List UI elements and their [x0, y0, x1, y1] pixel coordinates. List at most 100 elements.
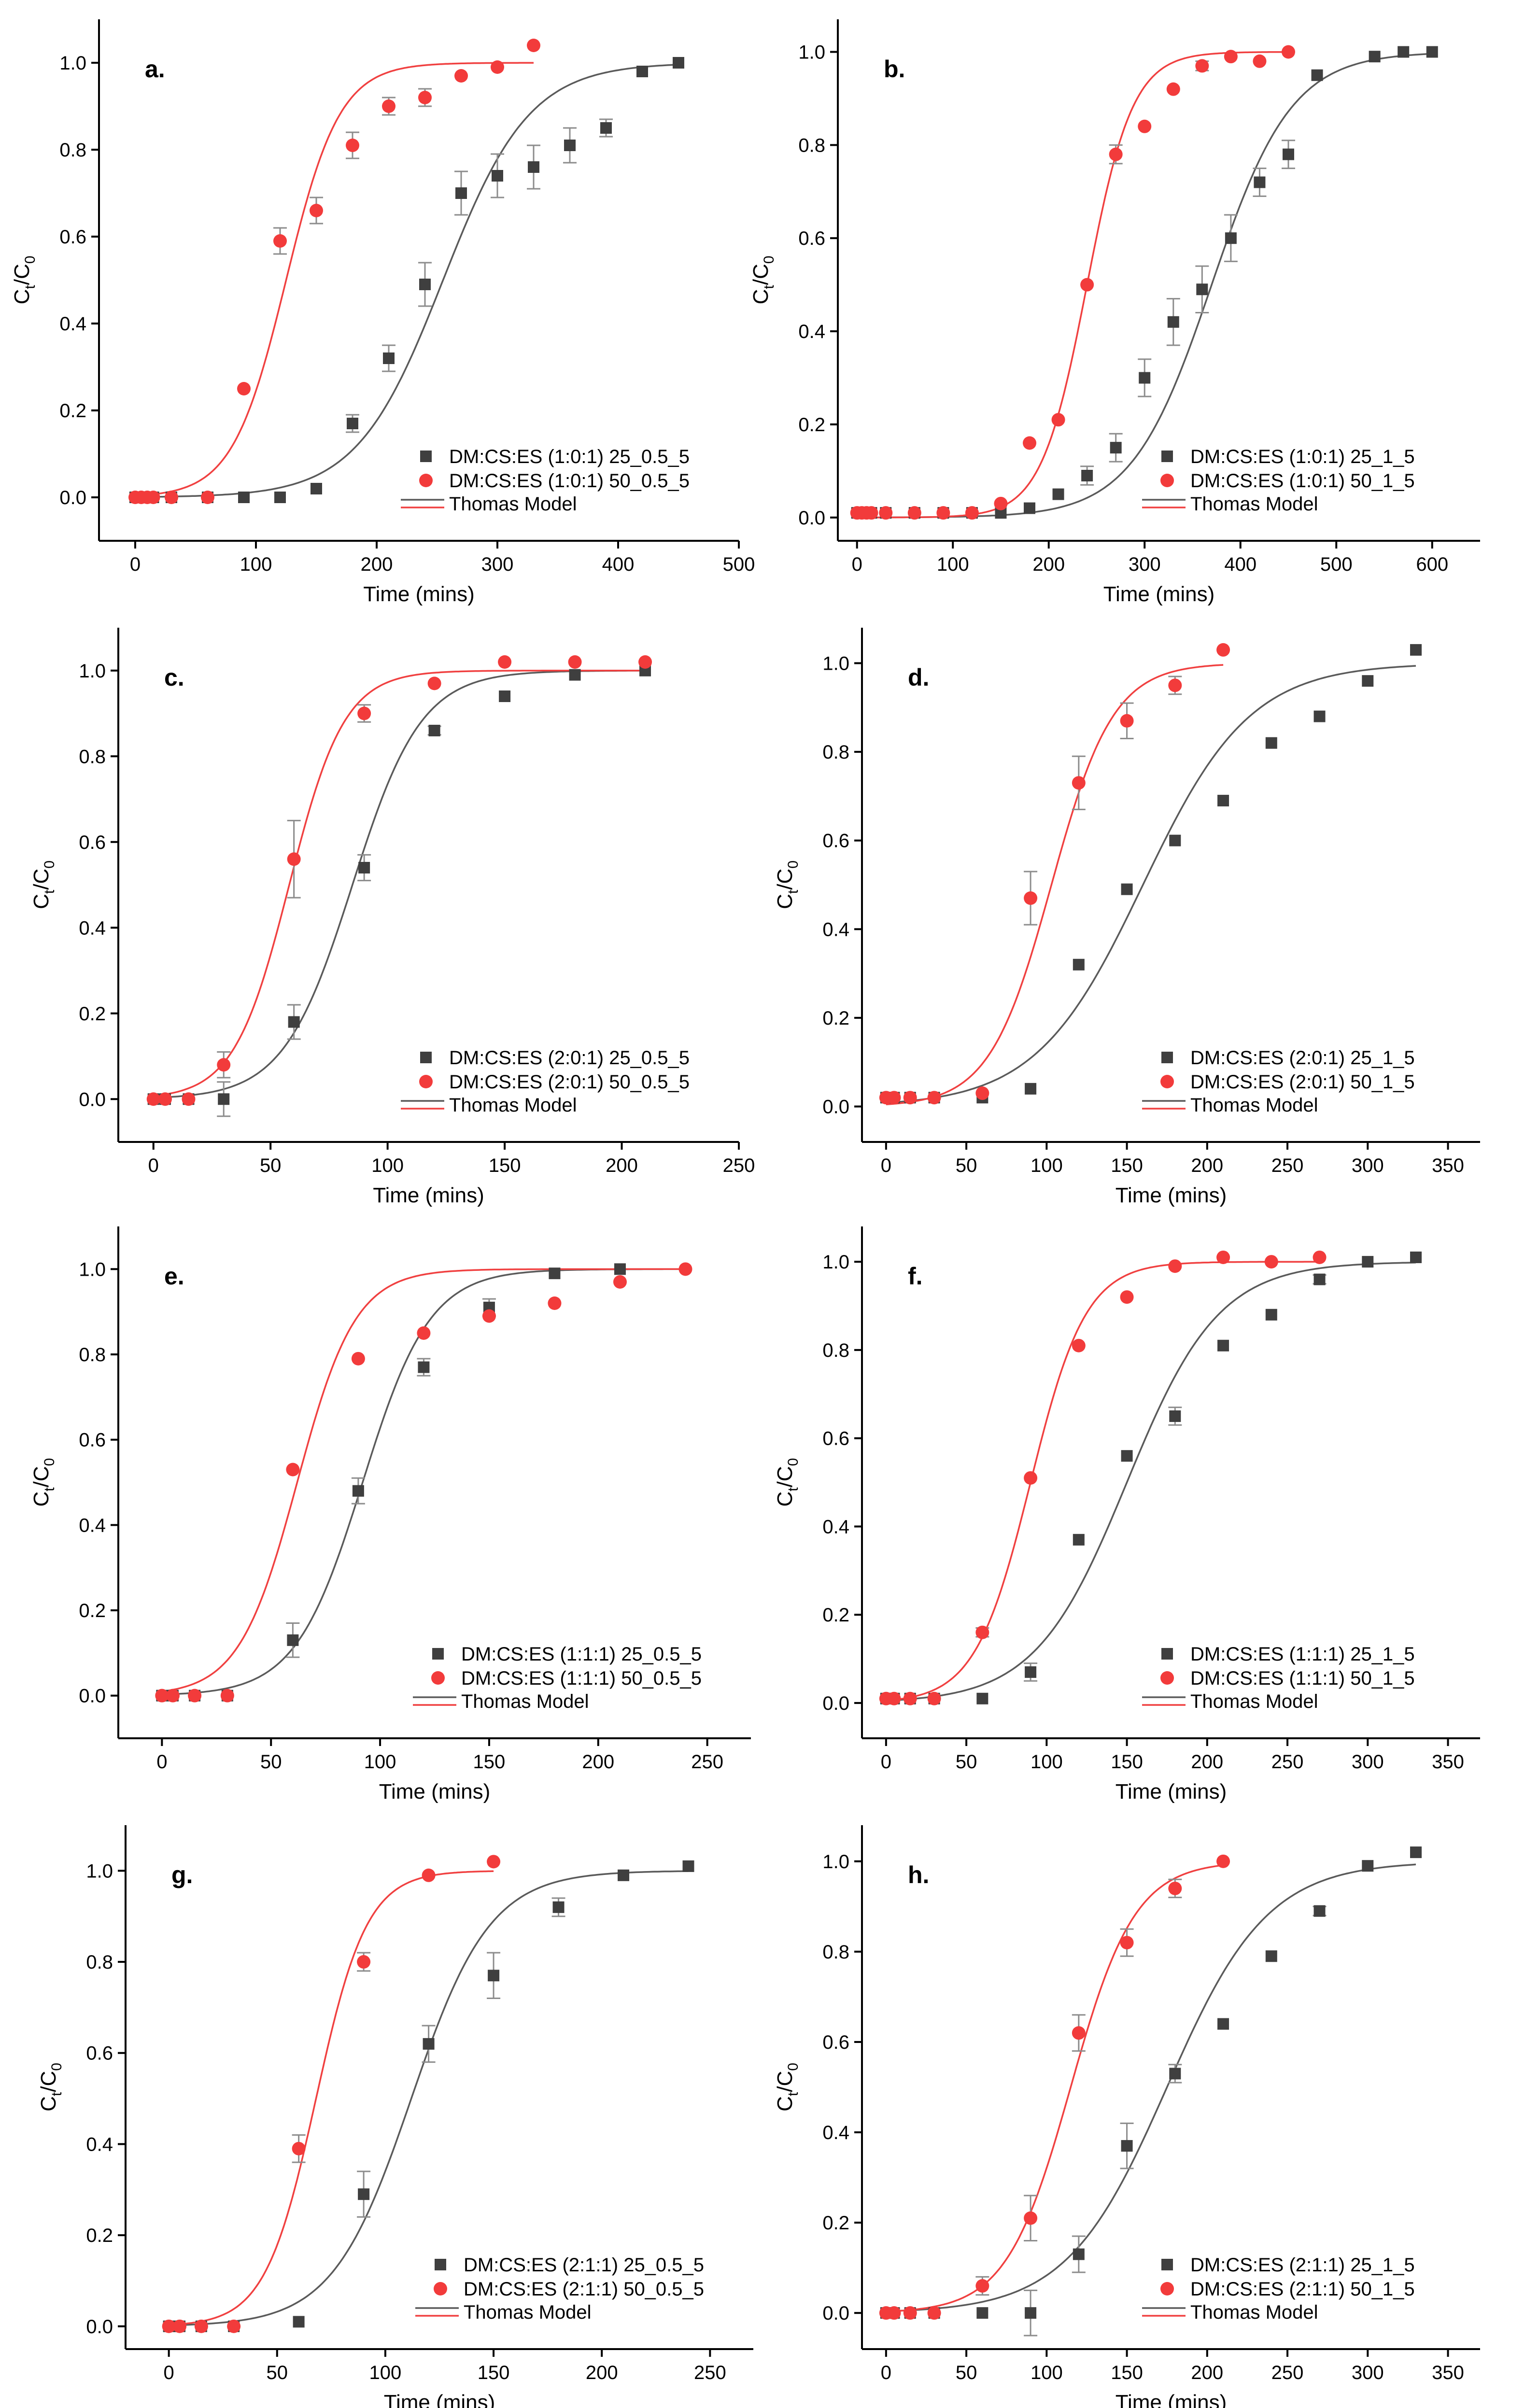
legend-entry-1: DM:CS:ES (2:0:1) 25_1_5: [1190, 1047, 1415, 1069]
y-tick-label: 0.4: [86, 2134, 113, 2155]
y-tick-label: 0.6: [79, 832, 106, 853]
y-title-mid: /C: [773, 869, 797, 890]
y-title-subscript-0: 0: [49, 2063, 65, 2071]
data-point-circle: [166, 1689, 180, 1703]
x-tick-label: 50: [956, 2362, 977, 2383]
data-point-circle: [454, 69, 468, 83]
data-point-circle: [887, 1091, 901, 1105]
legend-entry-2: DM:CS:ES (1:1:1) 50_1_5: [1190, 1668, 1415, 1689]
legend-marker-circle: [1160, 1671, 1174, 1685]
data-point-square: [1398, 46, 1410, 58]
x-tick-label: 0: [852, 554, 862, 575]
thomas-model-curve-2: [162, 1268, 686, 1693]
y-tick-label: 0.4: [79, 917, 106, 939]
data-point-square: [1217, 1339, 1229, 1352]
data-point-circle: [907, 506, 921, 520]
data-point-square: [488, 1970, 500, 1982]
legend: DM:CS:ES (2:0:1) 25_1_5DM:CS:ES (2:0:1) …: [1142, 1047, 1415, 1116]
y-title-subscript-t: t: [761, 285, 777, 289]
data-point-square: [1410, 1846, 1422, 1859]
legend: DM:CS:ES (1:1:1) 25_1_5 DM:CS:ES (1:1:1) …: [1142, 1644, 1415, 1712]
y-tick-label: 0.0: [59, 487, 86, 508]
thomas-model-curve-2: [886, 1261, 1320, 1702]
data-point-square: [1410, 1251, 1422, 1263]
x-tick-label: 500: [723, 554, 755, 575]
legend-entry-1: DM:CS:ES (1:0:1) 25_1_5: [1190, 446, 1415, 467]
legend-entry-3: Thomas Model: [1190, 2302, 1318, 2323]
legend-entry-3: Thomas Model: [449, 1095, 577, 1116]
data-point-square: [976, 2307, 988, 2319]
y-tick-label: 0.8: [822, 1942, 849, 1963]
data-point-square: [238, 492, 250, 503]
y-tick-label: 0.0: [86, 2316, 113, 2338]
x-tick-label: 350: [1432, 1751, 1464, 1773]
data-point-circle: [310, 204, 323, 217]
y-tick-label: 0.0: [798, 507, 825, 529]
x-tick-label: 200: [586, 2362, 618, 2383]
panel-label: h.: [908, 1861, 929, 1888]
data-point-circle: [548, 1296, 562, 1310]
legend-entry-2: DM:CS:ES (1:0:1) 50_0.5_5: [449, 470, 690, 492]
x-tick-label: 0: [156, 1751, 167, 1773]
data-point-circle: [165, 491, 178, 504]
data-point-square: [1362, 1860, 1374, 1872]
data-point-circle: [1168, 1259, 1182, 1273]
thomas-model-curve-2: [153, 670, 645, 1097]
data-point-circle: [357, 1955, 371, 1969]
legend-marker-square: [1161, 1052, 1173, 1063]
data-point-square: [347, 418, 358, 429]
legend: DM:CS:ES (2:1:1) 25_1_5 DM:CS:ES (2:1:1) …: [1142, 2254, 1415, 2323]
y-tick-label: 0.2: [79, 1003, 106, 1025]
chart-panel-g: 0 50 100 150 200 250 0.0 0.2 0.4 0.6 0.8 1.0 Time (m…: [37, 1825, 753, 2408]
data-point-circle: [1313, 1250, 1327, 1264]
data-point-circle: [1166, 82, 1180, 96]
data-point-circle: [1224, 50, 1238, 64]
data-point-circle: [491, 60, 504, 74]
legend-entry-2: DM:CS:ES (2:0:1) 50_0.5_5: [449, 1071, 690, 1093]
data-point-circle: [498, 655, 512, 669]
data-point-circle: [927, 1691, 941, 1705]
data-point-circle: [1120, 1290, 1134, 1304]
data-point-square: [600, 122, 612, 134]
x-tick-label: 250: [1271, 1155, 1304, 1176]
y-title-mid: /C: [773, 1466, 797, 1487]
data-point-square: [673, 57, 684, 69]
data-point-circle: [1264, 1255, 1278, 1269]
data-point-square: [1196, 283, 1208, 296]
legend-marker-square: [1161, 451, 1173, 462]
data-point-circle: [1072, 776, 1086, 790]
data-point-square: [1167, 316, 1179, 328]
x-tick-label: 0: [148, 1155, 159, 1176]
data-point-circle: [975, 1625, 989, 1639]
y-title-subscript-t: t: [42, 889, 57, 894]
y-tick-label: 1.0: [79, 661, 106, 682]
x-tick-label: 200: [1191, 1155, 1223, 1176]
y-title-mid: /C: [773, 2071, 797, 2092]
y-title-subscript-0: 0: [785, 1458, 801, 1466]
data-point-circle: [638, 655, 652, 669]
data-point-circle: [1216, 1854, 1230, 1868]
y-tick-label: 1.0: [822, 1851, 849, 1873]
x-tick-label: 50: [260, 1751, 282, 1773]
data-point-square: [1254, 176, 1266, 188]
x-tick-label: 0: [881, 1751, 891, 1773]
data-point-circle: [217, 1058, 231, 1072]
data-point-circle: [527, 39, 540, 52]
legend-marker-square: [420, 451, 432, 462]
y-title-main: C: [773, 894, 797, 909]
chart-panel-e: 0 50 100 150 200 250 0.0 0.2 0.4 0.6 0.8 1.0 Time (m…: [29, 1226, 751, 1803]
x-axis-title: Time (mins): [373, 1183, 484, 1207]
data-point-circle: [927, 1091, 941, 1105]
data-point-square: [1313, 1273, 1326, 1285]
data-point-circle: [482, 1309, 496, 1323]
data-point-square: [528, 161, 539, 173]
y-tick-label: 1.0: [822, 1252, 849, 1273]
data-point-circle: [158, 1092, 172, 1106]
x-tick-label: 100: [240, 554, 272, 575]
panel-label: d.: [908, 664, 929, 691]
x-tick-label: 100: [371, 1155, 404, 1176]
x-tick-label: 200: [1032, 554, 1065, 575]
x-tick-label: 300: [481, 554, 514, 575]
data-point-square: [1311, 69, 1323, 81]
data-point-circle: [613, 1275, 627, 1289]
